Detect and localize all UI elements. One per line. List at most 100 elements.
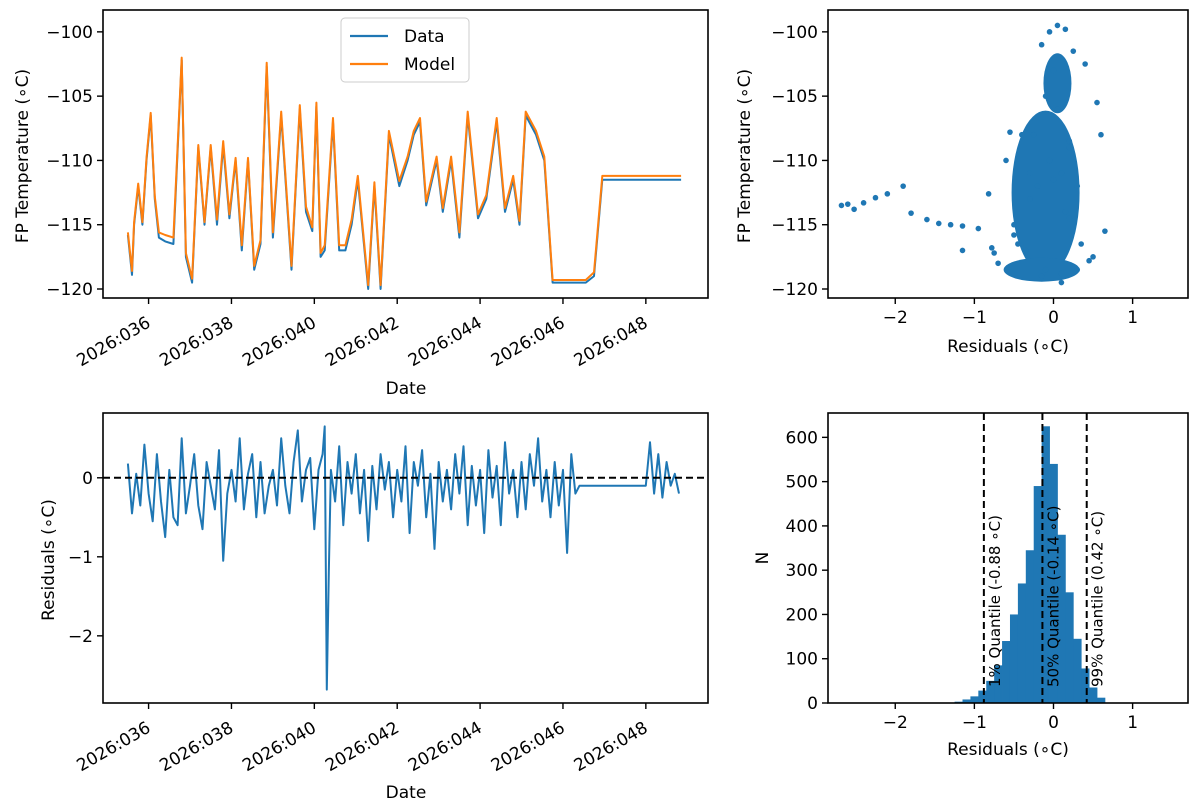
legend-label-model: Model xyxy=(404,55,455,75)
scatter-point xyxy=(1058,279,1065,286)
residuals-ylabel: Residuals (∘C) xyxy=(39,499,59,621)
histogram-bar xyxy=(1009,614,1019,703)
scatter-ytick-label: −100 xyxy=(771,23,818,43)
scatter-dense-cluster xyxy=(1043,53,1072,114)
scatter-point xyxy=(1054,106,1061,112)
scatter-point xyxy=(1007,129,1013,135)
histogram-ytick-label: 200 xyxy=(786,605,818,625)
scatter-point xyxy=(844,201,851,207)
scatter-point xyxy=(1026,196,1033,202)
scatter-point xyxy=(1074,266,1081,273)
scatter-point xyxy=(872,194,879,201)
scatter-ytick-label: −110 xyxy=(771,151,818,171)
histogram-xtick-label: 1 xyxy=(1127,713,1138,733)
residuals-xtick-label: 2026:044 xyxy=(405,718,486,776)
histogram-bar xyxy=(1081,668,1090,703)
scatter-point xyxy=(1026,170,1033,177)
scatter-ytick-label: −115 xyxy=(771,216,818,236)
scatter-point xyxy=(959,223,966,229)
scatter-ytick-label: −105 xyxy=(771,87,818,107)
scatter-point xyxy=(851,206,857,213)
scatter-point xyxy=(838,202,845,209)
scatter-point xyxy=(1003,157,1009,164)
timeseries-xtick-label: 2026:040 xyxy=(239,313,320,371)
histogram-bar xyxy=(1002,641,1011,703)
histogram-ytick-label: 300 xyxy=(786,561,818,581)
scatter-panel: −100 −105 −110 −115 −120 −2 −1 0 1 Residuals (∘C… xyxy=(735,9,1189,357)
timeseries-ylabel: FP Temperature (∘C) xyxy=(13,69,33,243)
timeseries-ytick-label: −105 xyxy=(46,87,93,107)
timeseries-xtick-label: 2026:042 xyxy=(322,313,403,371)
timeseries-xtick-label: 2026:048 xyxy=(571,313,652,371)
scatter-point xyxy=(1074,183,1081,189)
scatter-ylabel: FP Temperature (∘C) xyxy=(735,69,755,243)
scatter-axes-frame xyxy=(827,9,1189,299)
histogram-bar xyxy=(1073,638,1082,703)
scatter-point xyxy=(1082,61,1088,67)
scatter-ytick-label: −120 xyxy=(771,280,818,300)
scatter-point xyxy=(860,200,867,206)
histogram-bar xyxy=(1025,550,1035,703)
scatter-point xyxy=(1058,270,1065,277)
quantile-label: 99% Quantile (0.42 ∘C) xyxy=(1089,511,1107,687)
quantile-label: 1% Quantile (-0.88 ∘C) xyxy=(986,515,1004,687)
scatter-xtick-label: −1 xyxy=(962,308,987,328)
timeseries-xtick-label: 2026:038 xyxy=(156,313,237,371)
scatter-point xyxy=(935,220,942,227)
residuals-xtick-label: 2026:040 xyxy=(239,718,320,776)
scatter-point xyxy=(1094,99,1100,106)
scatter-point xyxy=(1098,131,1104,138)
scatter-point xyxy=(1046,29,1053,35)
timeseries-legend: Data Model xyxy=(340,17,470,83)
scatter-point xyxy=(1023,247,1029,254)
scatter-point xyxy=(988,245,995,251)
histogram-bar xyxy=(978,690,987,703)
histogram-ytick-label: 500 xyxy=(786,473,818,493)
residuals-xtick-label: 2026:036 xyxy=(74,718,155,776)
histogram-ytick-label: 0 xyxy=(807,694,818,714)
residuals-ytick-label: −1 xyxy=(68,548,93,568)
histogram-bar xyxy=(1041,426,1050,703)
residuals-xtick-label: 2026:038 xyxy=(156,718,237,776)
legend-label-data: Data xyxy=(404,27,445,47)
scatter-point xyxy=(884,191,891,197)
legend-box xyxy=(340,17,470,83)
histogram-bar xyxy=(970,696,979,703)
scatter-point xyxy=(900,183,906,189)
timeseries-series-model xyxy=(126,56,682,287)
scatter-point xyxy=(985,191,992,197)
residuals-xtick-label: 2026:048 xyxy=(571,718,652,776)
histogram-bar xyxy=(962,699,971,703)
histogram-bar xyxy=(994,665,1003,703)
histogram-bar xyxy=(986,680,995,703)
scatter-xtick-label: 0 xyxy=(1048,308,1059,328)
scatter-point xyxy=(1011,232,1017,238)
histogram-panel: 1% Quantile (-0.88 ∘C) 50% Quantile (-0.1… xyxy=(753,412,1189,760)
timeseries-xtick-label: 2026:046 xyxy=(488,313,569,371)
histogram-ylabel: N xyxy=(753,552,773,565)
scatter-xtick-label: −2 xyxy=(883,308,908,328)
scatter-point xyxy=(1030,131,1037,138)
scatter-point xyxy=(959,247,966,254)
scatter-point xyxy=(1066,215,1073,222)
scatter-point xyxy=(924,216,930,223)
scatter-point xyxy=(1050,67,1057,74)
histogram-bar xyxy=(1097,697,1106,703)
scatter-point xyxy=(1038,41,1045,48)
scatter-point xyxy=(1054,22,1061,29)
scatter-point xyxy=(947,221,954,228)
residuals-xtick-label: 2026:046 xyxy=(488,718,569,776)
scatter-xtick-label: 1 xyxy=(1127,308,1138,328)
timeseries-series-data xyxy=(126,59,682,290)
scatter-dense-cluster xyxy=(1011,110,1080,275)
scatter-point xyxy=(1019,131,1025,138)
scatter-point xyxy=(1042,266,1049,273)
timeseries-ytick-label: −100 xyxy=(46,23,93,43)
scatter-point xyxy=(1078,241,1084,247)
histogram-bar xyxy=(1089,687,1098,703)
residuals-ytick-label: 0 xyxy=(82,469,93,489)
scatter-point xyxy=(1011,221,1017,228)
histogram-bar xyxy=(1057,534,1066,703)
